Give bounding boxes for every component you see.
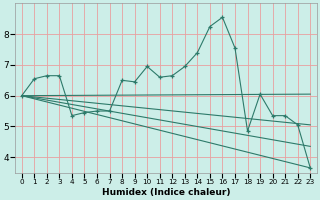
- X-axis label: Humidex (Indice chaleur): Humidex (Indice chaleur): [102, 188, 230, 197]
